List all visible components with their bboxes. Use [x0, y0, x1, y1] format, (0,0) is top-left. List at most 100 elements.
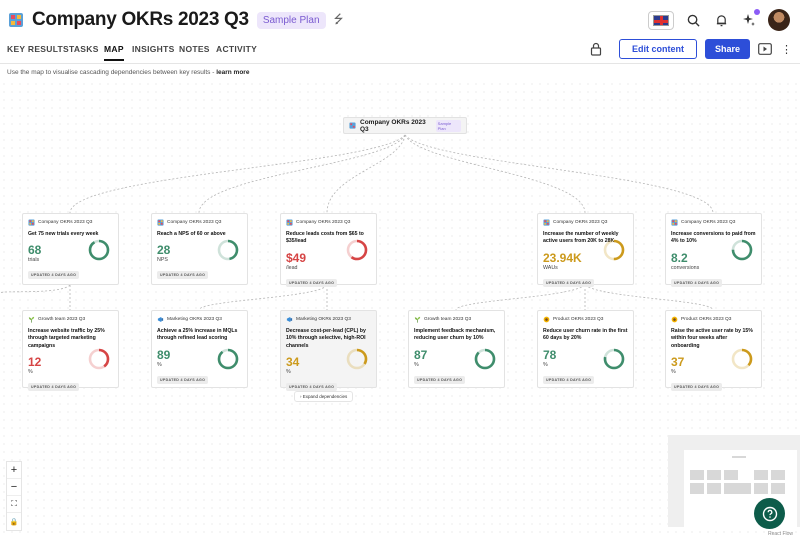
card-value: 87 — [414, 347, 428, 362]
react-flow-attribution[interactable]: React Flow — [768, 531, 794, 537]
root-plan-node[interactable]: Company OKRs 2023 Q3 Sample Plan — [343, 117, 467, 134]
updated-badge: UPDATED 4 DAYS AGO — [286, 278, 338, 287]
card-value: 8.2 — [671, 250, 688, 265]
key-result-card[interactable]: Product OKRs 2023 Q3 Raise the active use… — [665, 310, 762, 391]
key-result-card[interactable]: Company OKRs 2023 Q3 Reach a NPS of 60 or… — [151, 213, 248, 285]
card-plan-name: Company OKRs 2023 Q3 — [296, 220, 351, 225]
card-plan-name: Company OKRs 2023 Q3 — [167, 220, 222, 225]
lock-icon[interactable] — [589, 42, 603, 56]
card-unit: % — [157, 361, 162, 368]
updated-badge: UPDATED 4 DAYS AGO — [414, 375, 466, 384]
progress-ring — [346, 348, 368, 370]
progress-ring — [217, 348, 239, 370]
card-plan-name: Growth team 2023 Q3 — [38, 317, 86, 322]
lock-view-button[interactable]: 🔒 — [9, 518, 19, 526]
key-result-card[interactable]: Company OKRs 2023 Q3 Get 75 new trials ev… — [22, 213, 119, 285]
sunflower-icon — [671, 316, 678, 323]
tab-notes[interactable]: NOTES — [179, 44, 210, 54]
progress-ring — [731, 348, 753, 370]
tab-activity[interactable]: ACTIVITY — [216, 44, 258, 54]
plan-icon — [28, 219, 35, 226]
tab-actions: Edit content Share — [589, 39, 772, 59]
card-value: 68 — [28, 243, 42, 258]
key-result-card[interactable]: Product OKRs 2023 Q3 Reduce user churn ra… — [537, 310, 634, 388]
card-plan-name: Marketing OKRs 2023 Q3 — [296, 317, 351, 322]
key-result-card[interactable]: Marketing OKRs 2023 Q3 Decrease cost-per-… — [280, 310, 377, 391]
notification-dot — [754, 9, 760, 15]
updated-badge: UPDATED 4 DAYS AGO — [671, 382, 723, 391]
card-plan-label: Company OKRs 2023 Q3 — [671, 219, 756, 226]
key-result-card[interactable]: Growth team 2023 Q3 Increase website traf… — [22, 310, 119, 391]
card-unit: trials — [28, 257, 40, 264]
card-value: 37 — [671, 354, 685, 369]
key-result-card[interactable]: Company OKRs 2023 Q3 Increase the number … — [537, 213, 634, 287]
card-plan-label: Marketing OKRs 2023 Q3 — [157, 316, 242, 323]
megaphone-icon — [157, 316, 164, 323]
sprout-icon — [28, 316, 35, 323]
zoom-in-button[interactable]: + — [7, 462, 21, 479]
updated-badge: UPDATED 4 DAYS AGO — [157, 375, 209, 384]
card-unit: NPS — [157, 257, 168, 264]
card-plan-name: Product OKRs 2023 Q3 — [681, 317, 732, 322]
card-value: 12 — [28, 354, 42, 369]
card-unit: % — [671, 368, 676, 375]
card-plan-label: Marketing OKRs 2023 Q3 — [286, 316, 371, 323]
updated-badge: UPDATED 4 DAYS AGO — [286, 382, 338, 391]
card-value: 28 — [157, 243, 171, 258]
tab-insights[interactable]: INSIGHTS — [132, 44, 175, 54]
card-plan-label: Company OKRs 2023 Q3 — [157, 219, 242, 226]
tab-key-results[interactable]: KEY RESULTS — [7, 44, 70, 54]
card-plan-name: Growth team 2023 Q3 — [424, 317, 472, 322]
card-plan-label: Growth team 2023 Q3 — [414, 316, 499, 323]
sparkle-icon[interactable] — [740, 9, 760, 29]
tab-tasks[interactable]: TASKS — [69, 44, 99, 54]
plan-options-icon[interactable]: ⭍ — [333, 11, 344, 26]
card-title: Increase the number of weekly active use… — [543, 231, 619, 245]
progress-ring — [346, 239, 368, 261]
language-switch[interactable] — [648, 10, 674, 30]
card-title: Reach a NPS of 60 or above — [157, 231, 226, 237]
key-result-card[interactable]: Marketing OKRs 2023 Q3 Achieve a 25% incr… — [151, 310, 248, 388]
bell-icon[interactable] — [712, 11, 730, 29]
progress-ring — [88, 348, 110, 370]
key-result-card[interactable]: Growth team 2023 Q3 Implement feedback me… — [408, 310, 505, 388]
card-title: Decrease cost-per-lead (CPL) by 10% thro… — [286, 328, 366, 349]
avatar[interactable] — [768, 9, 790, 31]
share-button[interactable]: Share — [704, 39, 750, 59]
updated-badge: UPDATED 4 DAYS AGO — [543, 375, 595, 384]
edit-content-button[interactable]: Edit content — [618, 39, 697, 59]
updated-badge: UPDATED 4 DAYS AGO — [28, 271, 80, 280]
expand-dependencies-button[interactable]: › Expand dependencies — [294, 391, 354, 402]
search-icon[interactable] — [684, 11, 702, 29]
card-value: $49 — [286, 250, 307, 265]
progress-ring — [603, 239, 625, 261]
app-header: Company OKRs 2023 Q3 Sample Plan ⭍ — [0, 0, 800, 40]
card-unit: conversions — [671, 264, 700, 271]
card-unit: % — [414, 361, 419, 368]
key-result-card[interactable]: Company OKRs 2023 Q3 Increase conversions… — [665, 213, 762, 287]
card-plan-label: Company OKRs 2023 Q3 — [28, 219, 113, 226]
megaphone-icon — [286, 316, 293, 323]
plan-icon — [157, 219, 164, 226]
card-value: 78 — [543, 347, 557, 362]
uk-flag-icon — [653, 14, 669, 26]
fit-view-button[interactable]: ⛶ — [7, 496, 21, 513]
minimap[interactable] — [668, 435, 800, 527]
map-help-text: Use the map to visualise cascading depen… — [7, 69, 249, 76]
card-value: 89 — [157, 347, 171, 362]
more-options-icon[interactable]: ⋮ — [781, 44, 792, 56]
sample-plan-badge: Sample Plan — [256, 11, 326, 29]
help-chat-button[interactable] — [754, 498, 785, 529]
tab-map[interactable]: MAP — [104, 44, 124, 61]
zoom-controls: + − ⛶ 🔒 — [6, 461, 22, 531]
plan-icon — [543, 219, 550, 226]
plan-icon — [671, 219, 678, 226]
key-result-card[interactable]: Company OKRs 2023 Q3 Reduce leads costs f… — [280, 213, 377, 287]
zoom-out-button[interactable]: − — [7, 479, 21, 496]
present-icon[interactable] — [758, 43, 772, 55]
header-actions — [648, 9, 790, 31]
progress-ring — [88, 239, 110, 261]
help-text: Use the map to visualise cascading depen… — [7, 69, 217, 76]
learn-more-link[interactable]: learn more — [216, 69, 250, 76]
card-title: Raise the active user rate by 15% within… — [671, 328, 753, 349]
